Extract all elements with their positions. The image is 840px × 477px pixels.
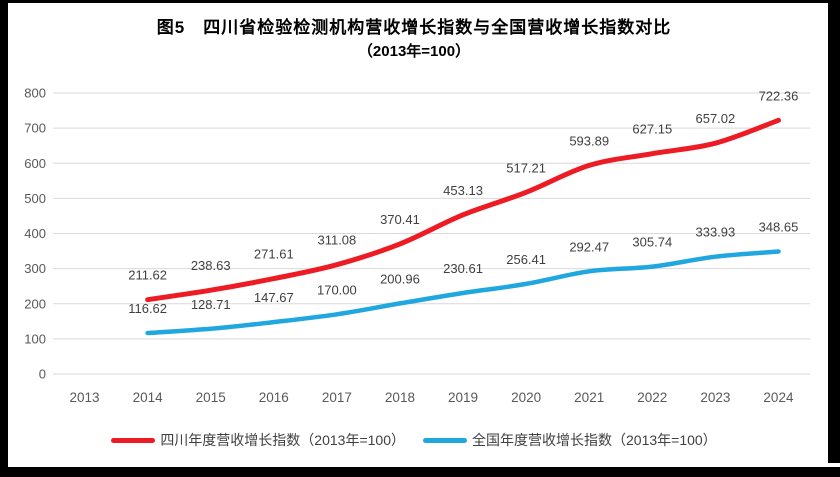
data-label-sichuan: 722.36: [759, 88, 799, 103]
data-label-national: 292.47: [569, 239, 609, 254]
data-label-national: 170.00: [317, 282, 357, 297]
data-label-national: 230.61: [443, 261, 483, 276]
y-tick-label: 500: [24, 191, 46, 206]
x-tick-label: 2019: [448, 390, 478, 405]
y-tick-label: 400: [24, 226, 46, 241]
x-tick-label: 2020: [511, 390, 541, 405]
x-tick-label: 2022: [637, 390, 667, 405]
x-tick-label: 2021: [574, 390, 604, 405]
legend-line-swatch-national: [423, 437, 467, 443]
x-tick-label: 2016: [259, 390, 289, 405]
y-tick-label: 0: [39, 367, 46, 382]
series-line-sichuan: [145, 117, 781, 303]
legend-label-national: 全国年度营收增长指数（2013年=100）: [472, 432, 717, 448]
data-label-national: 128.71: [191, 297, 231, 312]
data-label-national: 333.93: [695, 225, 735, 240]
chart-subtitle: （2013年=100）: [357, 43, 471, 60]
data-label-sichuan: 271.61: [254, 247, 294, 262]
chart-legend: 四川年度营收增长指数（2013年=100） 全国年度营收增长指数（2013年=1…: [8, 428, 820, 452]
y-tick-label: 100: [24, 331, 46, 346]
x-tick-label: 2015: [196, 390, 226, 405]
data-label-national: 147.67: [254, 290, 294, 305]
x-tick-label: 2023: [700, 390, 730, 405]
chart-title: 图5 四川省检验检测机构营收增长指数与全国营收增长指数对比: [156, 18, 672, 37]
x-tick-label: 2024: [763, 390, 794, 405]
legend-label-sichuan: 四川年度营收增长指数（2013年=100）: [160, 432, 405, 448]
data-label-national: 200.96: [380, 271, 420, 286]
series-line-national: [145, 249, 781, 336]
x-tick-label: 2013: [70, 390, 100, 405]
data-label-national: 256.41: [506, 252, 546, 267]
data-label-national: 116.62: [128, 301, 167, 316]
black-border-right: [828, 0, 840, 463]
y-tick-label: 200: [24, 296, 46, 311]
data-label-sichuan: 211.62: [128, 268, 167, 283]
x-tick-label: 2017: [322, 390, 352, 405]
black-border-left: [0, 0, 8, 477]
data-label-sichuan: 517.21: [506, 160, 546, 175]
data-label-national: 348.65: [759, 220, 799, 235]
y-tick-label: 800: [24, 86, 46, 101]
black-border-top: [0, 0, 840, 3]
black-border-bottom: [0, 467, 840, 477]
data-label-national: 305.74: [632, 235, 672, 250]
x-tick-label: 2014: [133, 390, 164, 405]
data-label-sichuan: 657.02: [695, 111, 735, 126]
data-label-sichuan: 370.41: [380, 212, 420, 227]
y-tick-label: 300: [24, 261, 46, 276]
legend-item-sichuan: 四川年度营收增长指数（2013年=100）: [111, 430, 405, 450]
y-tick-label: 600: [24, 156, 46, 171]
data-label-sichuan: 453.13: [443, 183, 483, 198]
data-label-sichuan: 238.63: [191, 258, 231, 273]
data-label-sichuan: 311.08: [317, 233, 356, 248]
data-label-sichuan: 593.89: [569, 133, 609, 148]
data-label-sichuan: 627.15: [632, 122, 672, 137]
legend-item-national: 全国年度营收增长指数（2013年=100）: [423, 430, 717, 450]
legend-line-swatch-sichuan: [111, 437, 156, 443]
x-tick-label: 2018: [385, 390, 415, 405]
y-tick-label: 700: [24, 121, 46, 136]
